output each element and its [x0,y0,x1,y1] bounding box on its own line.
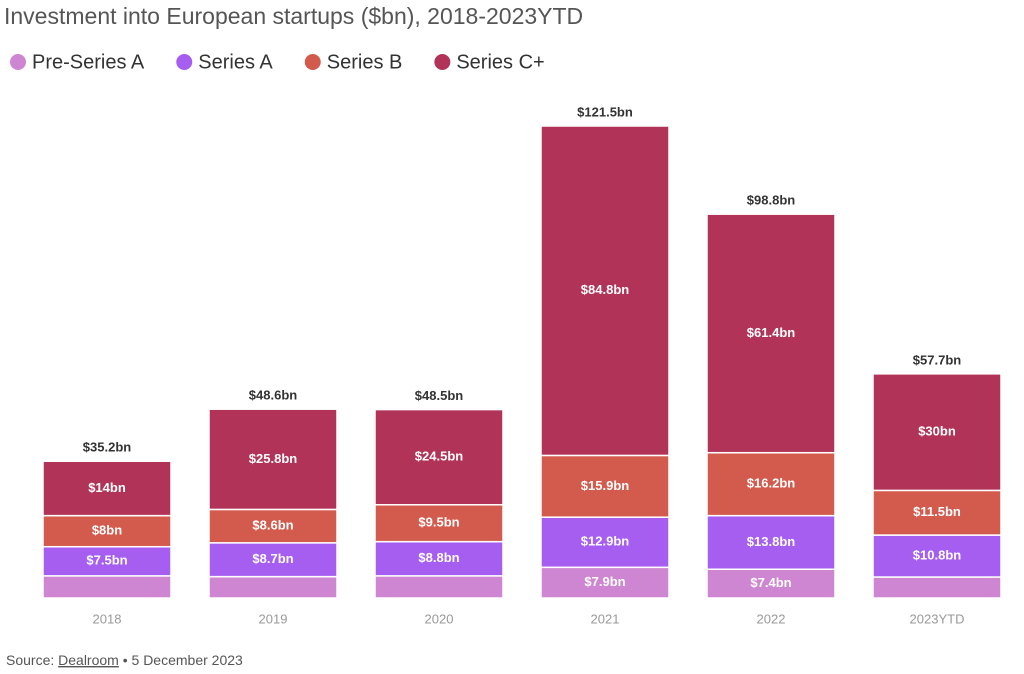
bar-segment [374,575,504,599]
bar-segment [872,576,1002,599]
x-tick-label: 2020 [425,611,454,626]
segment-label: $25.8bn [249,451,297,466]
bar-segment [872,373,1002,492]
total-label: $48.6bn [249,388,297,403]
bar-segment [872,489,1002,536]
bar-segment [208,508,338,544]
segment-label: $8bn [92,523,122,538]
segment-label: $8.7bn [252,551,293,566]
bar-segment [208,575,338,599]
source-link[interactable]: Dealroom [58,652,119,668]
source: Source: Dealroom • 5 December 2023 [6,652,243,668]
chart-title: Investment into European startups ($bn),… [4,3,583,29]
segment-label: $13.8bn [747,534,795,549]
bar-segment [374,504,504,543]
segment-label: $8.8bn [418,550,459,565]
total-label: $35.2bn [83,440,131,455]
x-tick-label: 2022 [757,611,786,626]
bar-segment [706,213,836,454]
bar-segment [540,566,670,599]
segment-label: $7.4bn [750,575,791,590]
segment-label: $84.8bn [581,282,629,297]
bar-segment [208,542,338,578]
bar-segment [706,514,836,571]
bar-segment [208,408,338,511]
bar-segment [872,534,1002,578]
bar-segment [540,516,670,569]
segment-label: $61.4bn [747,325,795,340]
total-label: $57.7bn [913,352,961,367]
bar-segment [42,575,172,599]
legend-label: Series A [198,51,273,73]
segment-label: $11.5bn [913,504,961,519]
x-tick-label: 2021 [591,611,620,626]
legend-marker [434,54,451,70]
x-tick-label: 2018 [93,611,122,626]
total-label: $48.5bn [415,388,463,403]
segment-label: $7.5bn [86,553,127,568]
bar-segment [540,125,670,457]
segment-label: $30bn [918,424,956,439]
total-label: $98.8bn [747,193,795,208]
segment-label: $14bn [88,480,126,495]
bar-segment [706,451,836,517]
legend-marker [176,54,193,70]
source-label: Source: [6,652,54,668]
segment-label: $10.8bn [913,547,961,562]
source-date: • 5 December 2023 [123,652,243,668]
segment-label: $12.9bn [581,534,629,549]
bar-segment [374,408,504,506]
legend-marker [304,54,321,70]
bar-segment [42,545,172,577]
segment-label: $9.5bn [418,515,459,530]
legend-label: Series C+ [456,51,544,73]
legend-marker [10,54,26,70]
legend-label: Series B [327,51,403,73]
segment-label: $16.2bn [747,476,795,491]
segment-label: $24.5bn [415,449,463,464]
bar-segment [540,454,670,518]
bar-segment [42,514,172,548]
segment-label: $15.9bn [581,478,629,493]
total-label: $121.5bn [577,104,633,119]
bar-segment [374,540,504,577]
x-tick-label: 2023YTD [910,611,965,626]
x-tick-label: 2019 [259,611,288,626]
segment-label: $7.9bn [584,574,625,589]
legend-label: Pre-Series A [32,51,145,73]
bar-segment [42,460,172,517]
segment-label: $8.6bn [252,518,293,533]
